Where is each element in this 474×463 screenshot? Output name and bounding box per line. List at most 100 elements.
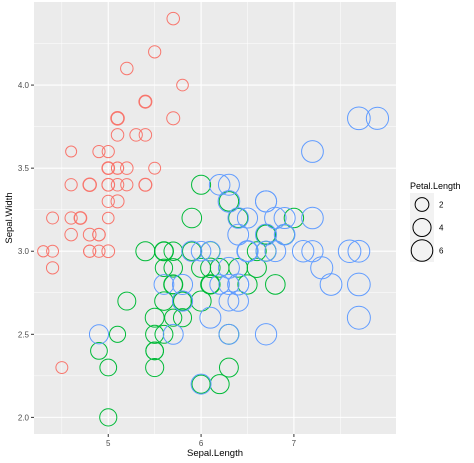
point-s1-18 [209, 374, 230, 395]
y-tick-label-4: 4.0 [18, 81, 30, 90]
point-s2-48 [208, 173, 231, 196]
point-s1-14 [154, 258, 174, 278]
point-s0-25 [101, 244, 116, 259]
point-s1-23 [200, 274, 221, 295]
point-s2-5 [337, 239, 362, 263]
y-axis-title: Sepal.Width [4, 192, 15, 243]
point-s2-6 [88, 324, 110, 345]
point-s1-25 [246, 241, 267, 262]
x-tick-label-2: 7 [292, 439, 297, 448]
point-s2-41 [274, 224, 296, 246]
point-s0-30 [82, 227, 97, 242]
point-s2-2 [291, 240, 315, 263]
y-tick-label-2: 3.0 [18, 247, 30, 256]
legend-title: Petal.Length [410, 181, 461, 191]
point-s2-47 [236, 240, 259, 262]
point-s2-20 [273, 206, 296, 230]
point-s2-38 [190, 240, 212, 262]
point-s0-49 [101, 194, 115, 208]
legend-key-1 [410, 216, 434, 239]
point-s0-35 [101, 211, 115, 225]
point-s1-42 [172, 308, 193, 328]
point-s2-18 [346, 305, 371, 330]
y-tick-label-0: 2.0 [18, 413, 30, 422]
legend-circle-1 [412, 217, 432, 238]
point-s1-31 [145, 341, 164, 361]
point-s0-4 [101, 144, 115, 159]
point-s2-27 [199, 240, 221, 262]
point-s1-36 [255, 224, 277, 245]
point-s1-37 [218, 357, 239, 378]
point-s1-43 [99, 358, 118, 377]
point-s2-11 [227, 290, 249, 312]
y-tick-label-3: 3.5 [18, 164, 30, 173]
point-s0-18 [166, 111, 181, 126]
y-tick-label-1: 2.5 [18, 330, 30, 339]
point-s2-30 [319, 273, 343, 296]
point-s1-29 [164, 308, 183, 327]
point-s2-13 [162, 323, 184, 345]
point-s0-42 [46, 211, 60, 225]
point-s0-43 [101, 161, 116, 176]
point-s1-7 [90, 342, 108, 360]
point-s1-26 [265, 274, 286, 295]
point-s0-27 [120, 161, 134, 175]
x-tick-label-1: 6 [199, 439, 204, 448]
legend-circle-2 [410, 239, 434, 262]
point-s2-8 [254, 323, 278, 346]
point-s0-24 [82, 177, 97, 193]
point-s2-0 [217, 190, 241, 213]
point-s2-46 [218, 323, 240, 345]
point-s0-6 [64, 178, 78, 192]
point-s1-4 [237, 274, 258, 295]
point-s1-46 [163, 258, 183, 278]
point-s0-32 [120, 61, 134, 76]
major-gridlines [34, 2, 396, 434]
point-s0-10 [138, 128, 153, 142]
point-s0-23 [110, 194, 125, 209]
point-s0-15 [166, 11, 180, 26]
point-s0-39 [110, 178, 125, 192]
point-s1-47 [209, 258, 230, 278]
point-s2-23 [218, 290, 240, 312]
point-s1-48 [108, 325, 127, 343]
point-s0-28 [120, 178, 134, 192]
point-s1-35 [191, 174, 212, 195]
point-s1-40 [144, 307, 165, 328]
legend-label-2: 6 [439, 247, 444, 256]
x-tick-label-0: 5 [106, 439, 111, 448]
point-s0-17 [110, 161, 125, 175]
point-s0-13 [37, 245, 50, 258]
point-s2-31 [365, 106, 390, 130]
legend-key-0 [410, 193, 434, 216]
point-s2-25 [301, 206, 324, 230]
point-s2-36 [217, 173, 240, 196]
point-s2-22 [347, 272, 371, 297]
point-s0-14 [176, 78, 189, 92]
point-s0-34 [92, 227, 106, 242]
point-s0-37 [92, 144, 106, 159]
axes: 5 6 7 2.0 2.5 3.0 3.5 4.0 [18, 81, 297, 448]
point-s1-21 [200, 274, 220, 295]
point-s2-26 [209, 274, 230, 295]
point-s2-21 [153, 274, 175, 295]
point-s2-32 [227, 273, 250, 296]
point-s0-45 [83, 244, 97, 258]
point-s2-37 [227, 223, 250, 246]
point-s0-21 [110, 128, 125, 142]
point-s1-3 [145, 357, 165, 378]
point-s0-8 [45, 261, 60, 275]
point-s2-35 [347, 239, 371, 263]
point-s2-12 [264, 240, 287, 263]
point-s2-44 [254, 190, 278, 213]
point-s1-6 [218, 191, 240, 212]
point-s1-19 [154, 324, 174, 344]
watermark: 知乎 @牧羊的男孩儿 [360, 434, 474, 449]
point-s0-26 [101, 177, 116, 192]
point-s2-42 [171, 290, 194, 312]
point-s0-47 [64, 211, 78, 225]
legend-key-2 [410, 239, 434, 262]
point-s2-3 [217, 256, 240, 279]
point-s2-19 [190, 373, 212, 395]
